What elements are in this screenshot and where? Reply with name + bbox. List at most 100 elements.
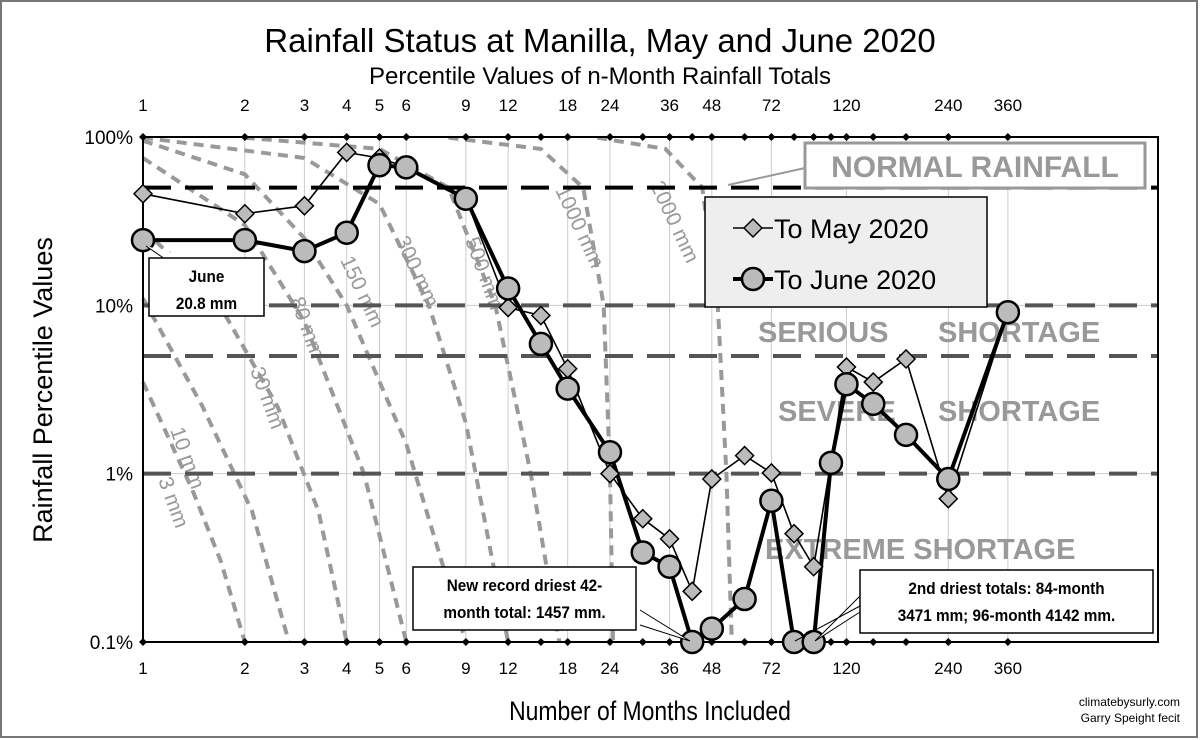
- zone-label: SHORTAGE: [938, 317, 1100, 349]
- data-point-may: [701, 468, 722, 490]
- axis-tick-marker: [790, 133, 799, 141]
- legend-label-may: To May 2020: [774, 214, 929, 244]
- data-point-may: [498, 297, 519, 318]
- x-tick-label: 240: [934, 659, 962, 678]
- axis-tick-marker: [638, 638, 647, 646]
- axis-tick-marker: [740, 133, 749, 141]
- y-tick-label: 0.1%: [90, 633, 133, 654]
- x-tick-label-top: 240: [934, 96, 962, 115]
- annotation-text: 20.8 mm: [176, 294, 237, 313]
- axis-tick-marker: [944, 638, 953, 646]
- data-point-may: [659, 528, 680, 549]
- annotation-text: 2nd driest totals: 84-month: [908, 579, 1104, 598]
- data-point-june: [834, 371, 859, 397]
- data-point-june: [818, 450, 844, 476]
- data-point-may: [803, 556, 824, 577]
- x-tick-label: 3: [300, 659, 309, 678]
- axis-tick-marker: [300, 638, 309, 646]
- axis-tick-marker: [461, 638, 470, 646]
- legend-label-june: To June 2020: [774, 265, 936, 295]
- x-tick-label-top: 48: [702, 96, 721, 115]
- axis-tick-marker: [809, 133, 818, 141]
- axis-tick-marker: [707, 133, 716, 141]
- axis-tick-marker: [402, 638, 411, 646]
- y-tick-label: 100%: [84, 128, 133, 149]
- data-point-june: [232, 227, 258, 253]
- y-tick-label: 10%: [95, 296, 133, 317]
- axis-tick-marker: [902, 133, 911, 141]
- axis-tick-marker: [605, 638, 614, 646]
- data-point-may: [294, 195, 315, 216]
- annotation-text: month total: 1457 mm.: [443, 603, 605, 622]
- data-point-may: [761, 462, 782, 483]
- x-tick-label-top: 2: [240, 96, 249, 115]
- x-tick-label: 9: [461, 659, 470, 678]
- chart-subtitle: Percentile Values of n-Month Rainfall To…: [369, 63, 831, 90]
- annotation-text: 3471 mm; 96-month 4142 mm.: [898, 606, 1115, 625]
- data-point-may: [682, 581, 703, 602]
- axis-tick-marker: [826, 133, 835, 141]
- axis-tick-marker: [240, 638, 249, 646]
- data-point-june: [367, 152, 392, 178]
- x-tick-label: 24: [601, 659, 620, 678]
- data-point-may: [530, 305, 551, 326]
- data-point-june: [860, 391, 886, 417]
- axis-tick-marker: [767, 638, 776, 646]
- iso-rainfall-curve: [244, 135, 562, 643]
- data-point-june: [394, 155, 419, 180]
- axis-tick-marker: [944, 133, 953, 141]
- x-tick-label: 12: [499, 659, 518, 678]
- y-axis-title: Rainfall Percentile Values: [28, 237, 58, 543]
- data-point-june: [893, 422, 919, 448]
- data-point-may: [863, 372, 884, 393]
- axis-tick-marker: [563, 638, 572, 646]
- axis-tick-marker: [536, 133, 545, 141]
- x-tick-label-top: 72: [762, 96, 781, 115]
- annotation-pointer: [639, 609, 691, 642]
- data-point-june: [597, 440, 623, 465]
- axis-tick-marker: [740, 638, 749, 646]
- axis-tick-marker: [536, 638, 545, 646]
- credit-website: climatebysurly.com: [1079, 695, 1180, 709]
- x-tick-label-top: 9: [461, 96, 470, 115]
- axis-tick-marker: [1003, 638, 1012, 646]
- iso-rainfall-curve: [596, 135, 734, 643]
- x-tick-label-top: 36: [660, 96, 679, 115]
- data-point-june: [699, 616, 725, 641]
- normal-rainfall-label: NORMAL RAINFALL: [831, 151, 1119, 184]
- annotation-box: [148, 257, 265, 317]
- axis-tick-marker: [665, 133, 674, 141]
- axis-tick-marker: [638, 133, 647, 141]
- data-point-june: [130, 227, 156, 253]
- data-point-june: [732, 586, 757, 612]
- axis-tick-marker: [688, 133, 697, 141]
- data-point-june: [528, 331, 554, 357]
- axis-tick-marker: [342, 133, 351, 141]
- data-point-may: [895, 348, 917, 370]
- x-tick-label-top: 3: [300, 96, 309, 115]
- x-tick-label-top: 4: [342, 96, 351, 115]
- legend: To May 2020 To June 2020: [704, 196, 988, 308]
- annotation-box: [412, 566, 637, 631]
- axis-tick-marker: [504, 133, 513, 141]
- annotation-text: June: [189, 267, 225, 286]
- data-point-may: [599, 463, 621, 484]
- axis-tick-marker: [767, 133, 776, 141]
- data-point-may: [938, 488, 959, 509]
- axis-tick-marker: [139, 638, 147, 646]
- data-point-june: [657, 554, 682, 579]
- data-point-june: [495, 276, 521, 301]
- data-point-june: [936, 466, 961, 492]
- x-tick-label: 48: [702, 659, 721, 678]
- annotation-pointer: [794, 605, 861, 642]
- zone-label: SHORTAGE: [938, 396, 1100, 428]
- axis-tick-marker: [139, 133, 147, 141]
- data-point-june: [995, 299, 1021, 325]
- data-point-june: [555, 376, 580, 401]
- annotation-box: [859, 569, 1154, 634]
- axis-tick-marker: [902, 638, 911, 646]
- x-tick-label: 2: [240, 659, 249, 678]
- x-axis-title: Number of Months Included: [509, 696, 791, 726]
- axis-tick-marker: [504, 638, 513, 646]
